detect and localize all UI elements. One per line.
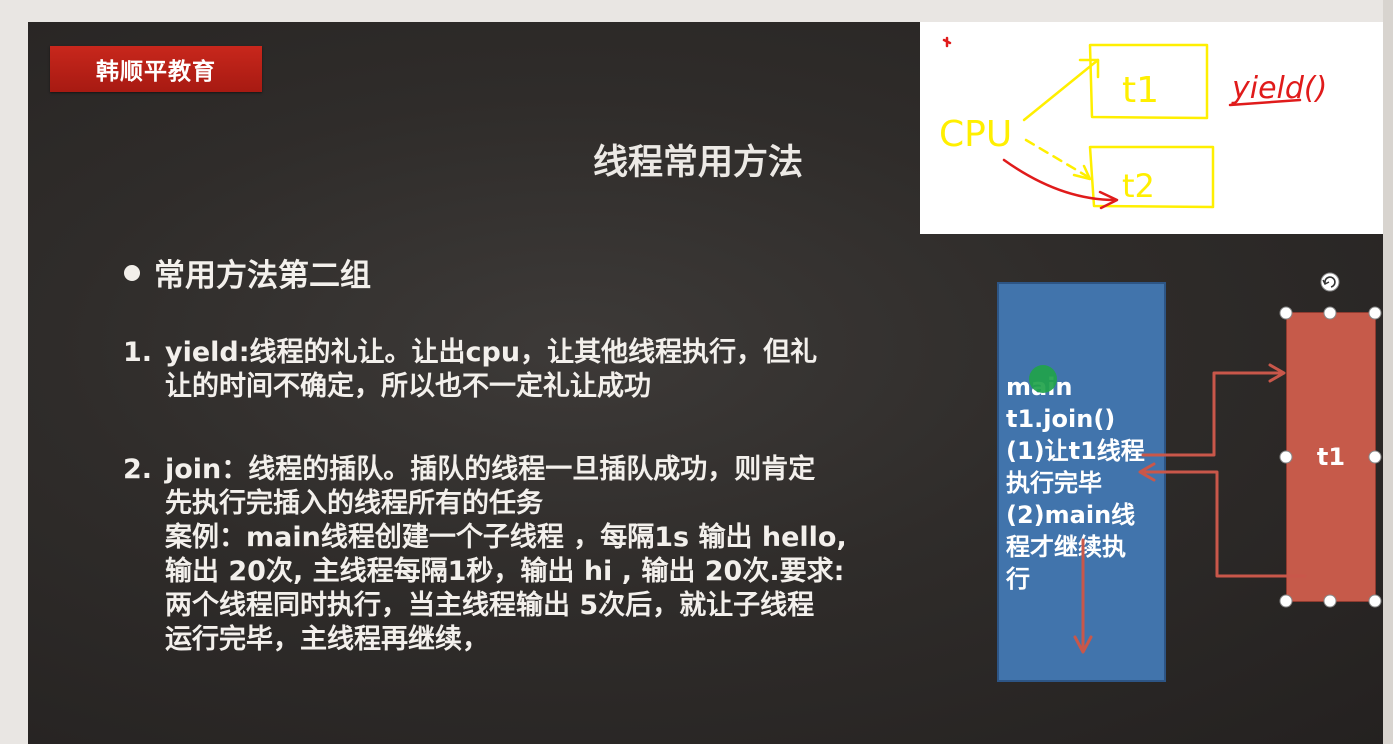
list-item-line: join：线程的插队。插队的线程一旦插队成功，则肯定 [165, 454, 816, 485]
sketch-arrow-cpu-t2 [1024, 138, 1092, 180]
list-item-number: 2. [123, 454, 153, 485]
sketch-red-mark [942, 36, 952, 48]
main-continue-arrowhead [1073, 635, 1093, 654]
sketch-t1-label: t1 [1122, 70, 1159, 111]
main-box-line: t1.join() [1006, 405, 1116, 433]
list-item-line: yield:线程的礼让。让出cpu，让其他线程执行，但礼 [165, 337, 818, 368]
main-box-line: (2)main线 [1006, 501, 1136, 529]
sketch-arrowhead-t1 [1078, 58, 1100, 79]
slide-title: 线程常用方法 [592, 143, 803, 183]
resize-handle[interactable] [1279, 450, 1293, 464]
main-box-line: 行 [1006, 565, 1030, 593]
sketch-yield-underline [1228, 98, 1302, 107]
sketch-arrow-cpu-t1 [1022, 58, 1100, 122]
join-arrow-back-to-main [1140, 470, 1307, 578]
main-box-line: 执行完毕 [1006, 469, 1102, 497]
pointer-cursor-icon [1029, 365, 1057, 393]
resize-handle[interactable] [1323, 306, 1337, 320]
sketch-t2-label: t2 [1122, 167, 1155, 205]
list-item-yield: 1. yield:线程的礼让。让出cpu，让其他线程执行，但礼 让的时间不确定，… [123, 336, 973, 404]
section-heading-text: 常用方法第二组 [154, 258, 371, 294]
main-box-line: 程才继续执 [1006, 533, 1126, 561]
sketch-red-arrow [1002, 158, 1117, 202]
sketch-t1-box [1088, 43, 1209, 120]
list-item-line: 运行完毕，主线程再继续， [165, 624, 489, 655]
list-item-line: 两个线程同时执行，当主线程输出 5次后，就让子线程 [165, 590, 815, 621]
resize-handle[interactable] [1323, 594, 1337, 608]
list-item-line: 先执行完插入的线程所有的任务 [165, 488, 543, 519]
list-item-line: 案例：main线程创建一个子线程 ，每隔1s 输出 hello, [165, 522, 847, 553]
list-item-join: 2. join：线程的插队。插队的线程一旦插队成功，则肯定 先执行完插入的线程所… [123, 453, 973, 657]
sketch-red-arrowhead [1098, 190, 1119, 210]
sketch-yield-label: yield() [1231, 71, 1327, 106]
join-arrow-to-t1 [1141, 371, 1284, 457]
sketch-cpu-label: CPU [939, 114, 1012, 155]
t1-box-label: t1 [1316, 443, 1346, 471]
whiteboard-area [920, 22, 1383, 234]
resize-handle[interactable] [1368, 306, 1382, 320]
list-item-line: 让的时间不确定，所以也不一定礼让成功 [165, 371, 651, 402]
list-item-line: 输出 20次, 主线程每隔1秒，输出 hi , 输出 20次.要求: [165, 556, 845, 587]
join-arrowhead-back [1138, 462, 1156, 482]
resize-handle[interactable] [1368, 594, 1382, 608]
resize-handle[interactable] [1368, 450, 1382, 464]
t1-thread-box[interactable]: t1 [1286, 312, 1376, 602]
join-arrowhead-to-t1 [1268, 363, 1286, 383]
brand-badge: 韩顺平教育 [50, 46, 262, 92]
main-thread-text: main t1.join() (1)让t1线程 执行完毕 (2)main线 程才… [1006, 371, 1156, 595]
list-item-number: 1. [123, 337, 153, 368]
section-heading: 常用方法第二组 [124, 250, 371, 295]
selection-handles[interactable] [1279, 306, 1382, 608]
resize-handle[interactable] [1279, 594, 1293, 608]
rotate-handle-icon[interactable] [1320, 272, 1340, 292]
sketch-arrowhead-t2 [1072, 164, 1092, 181]
bullet-dot-icon [124, 264, 140, 281]
resize-handle[interactable] [1279, 306, 1293, 320]
window-edge [1383, 0, 1393, 744]
main-box-line: (1)让t1线程 [1006, 437, 1145, 465]
sketch-t2-box [1088, 145, 1215, 209]
